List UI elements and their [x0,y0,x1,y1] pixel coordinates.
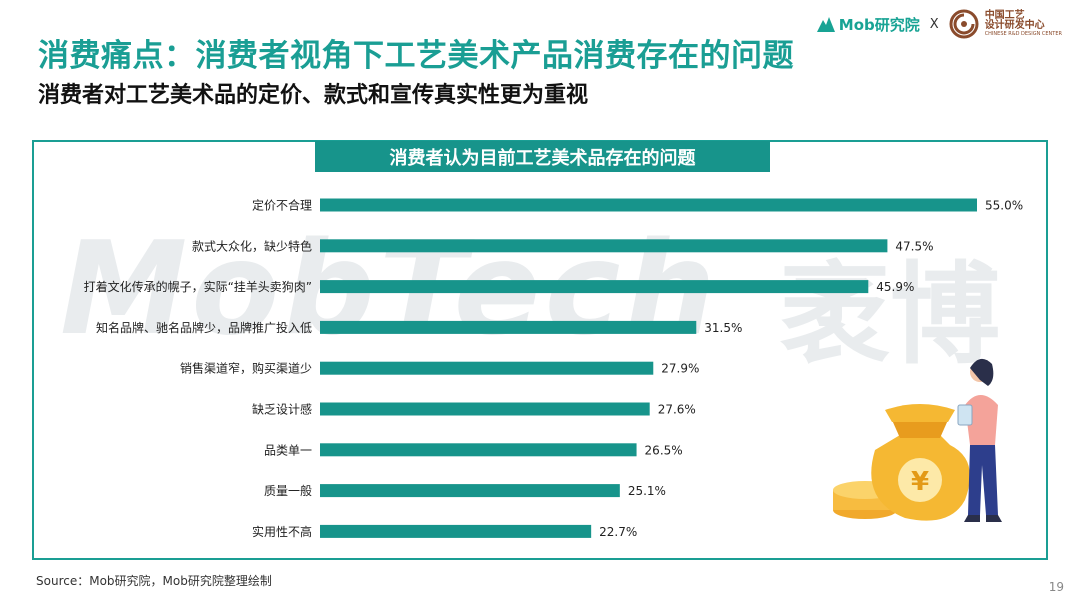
value-label: 26.5% [645,443,683,457]
value-label: 45.9% [876,280,914,294]
mob-logo-text: Mob研究院 [838,15,920,34]
bar [320,443,637,457]
category-label: 款式大众化，缺少特色 [192,238,312,253]
mob-logo: Mob研究院 [816,14,920,35]
value-label: 27.6% [658,403,696,417]
design-center-line3: CHINESE R&D DESIGN CENTER [984,30,1062,37]
category-label: 销售渠道窄，购买渠道少 [180,361,312,376]
mob-logo-icon [816,16,835,32]
category-label: 质量一般 [264,483,312,498]
page-title: 消费痛点：消费者视角下工艺美术产品消费存在的问题 [38,38,794,74]
category-label: 实用性不高 [252,524,312,539]
value-label: 31.5% [704,321,742,335]
design-center-line1: 中国工艺 [984,9,1025,21]
design-center-emblem-icon [949,9,979,39]
value-label: 25.1% [628,484,666,498]
category-label: 打着文化传承的幌子，实际“挂羊头卖狗肉” [84,279,312,294]
source-note: Source：Mob研究院，Mob研究院整理绘制 [36,574,272,588]
design-center-line2: 设计研发中心 [984,20,1045,32]
value-label: 55.0% [985,199,1023,213]
category-label: 缺乏设计感 [252,402,312,417]
category-label: 定价不合理 [252,198,312,213]
value-label: 27.9% [661,362,699,376]
category-label: 品类单一 [264,443,312,457]
value-label: 22.7% [599,525,637,539]
bar [320,524,592,538]
bar [320,320,697,334]
design-center-logo: 中国工艺 设计研发中心 CHINESE R&D DESIGN CENTER [949,9,1062,39]
bar [320,484,620,498]
page-number: 19 [1048,580,1064,594]
watermark-cn: 袤博 [780,251,1000,379]
value-label: 47.5% [895,239,933,253]
chart-title: 消费者认为目前工艺美术品存在的问题 [315,141,770,172]
svg-text:¥: ¥ [911,467,929,497]
money-bag-person-illustration: ¥ [833,358,1002,522]
page-subtitle: 消费者对工艺美术品的定价、款式和宣传真实性更为重视 [38,83,589,108]
logo-area: Mob研究院 X 中国工艺 设计研发中心 CHINESE R&D DESIGN … [816,8,1062,40]
bar [320,402,650,416]
bar [320,361,654,375]
bar [320,280,869,294]
logo-separator: X [929,16,939,32]
bar [320,198,977,212]
category-label: 知名品牌、驰名品牌少，品牌推广投入低 [96,320,312,335]
bar [320,239,888,253]
